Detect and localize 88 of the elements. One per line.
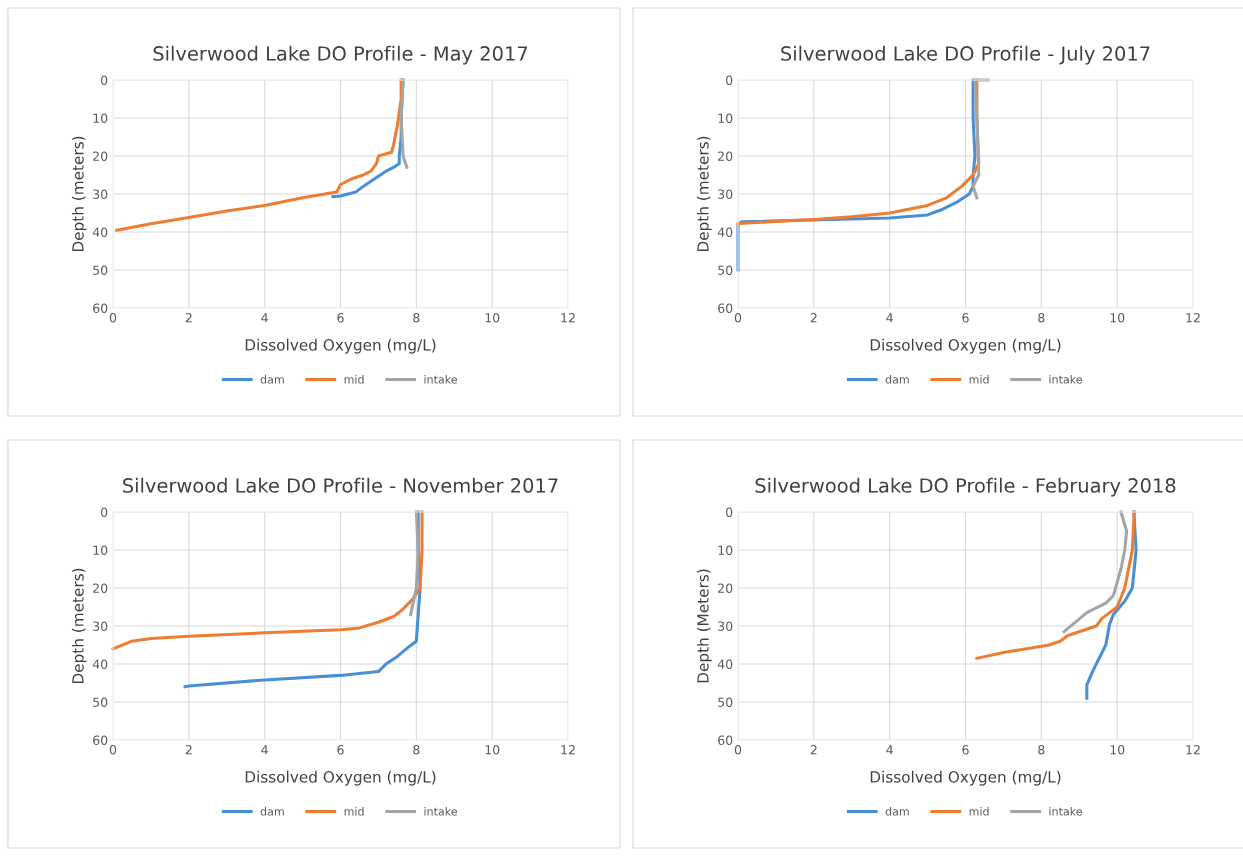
y-tick-label: 60 [93, 303, 108, 313]
x-tick-label: 6 [337, 313, 344, 323]
y-tick-label: 0 [101, 75, 108, 85]
chart-title: Silverwood Lake DO Profile - July 2017 [781, 45, 1150, 65]
x-tick-label: 8 [413, 313, 420, 323]
y-tick-label: 40 [717, 227, 733, 237]
y-tick-label: 20 [718, 151, 733, 161]
chart-title: Silverwood Lake DO Profile - February 2018 [755, 477, 1176, 497]
y-tick-label: 30 [93, 189, 108, 199]
line-series [971, 78, 990, 200]
y-tick-label: 60 [93, 735, 108, 745]
y-tick-label: 0 [726, 507, 733, 517]
x-tick-label: 6 [962, 313, 969, 323]
x-tick-label: 10 [1110, 313, 1125, 323]
y-axis-title: Depth (meters) [696, 136, 712, 252]
x-tick-label: 10 [1110, 745, 1125, 755]
y-tick-label: 30 [718, 189, 733, 199]
x-tick-label: 0 [109, 745, 117, 755]
line-series [1085, 510, 1138, 700]
line-series [409, 510, 420, 617]
legend-label: mid [344, 375, 364, 384]
y-tick-label: 40 [717, 659, 733, 669]
line-series [111, 510, 424, 651]
y-tick-label: 50 [718, 697, 733, 707]
x-tick-label: 4 [261, 745, 268, 755]
y-tick-label: 10 [93, 113, 108, 123]
y-tick-label: 10 [718, 545, 733, 555]
x-tick-label: 2 [185, 745, 192, 755]
y-tick-label: 50 [718, 265, 733, 275]
legend-label: dam [260, 807, 284, 816]
chart-title: Silverwood Lake DO Profile - November 2017 [123, 477, 558, 493]
line-series [115, 78, 403, 232]
y-tick-label: 0 [101, 507, 108, 517]
legend-label: intake [1049, 807, 1083, 816]
x-tick-label: 0 [734, 745, 742, 755]
y-tick-label: 60 [718, 735, 733, 745]
y-axis-title: Depth (meters) [71, 568, 87, 684]
chart-title: Silverwood Lake DO Profile - May 2017 [153, 45, 528, 65]
y-tick-label: 20 [93, 151, 108, 161]
x-axis-title: Dissolved Oxygen (mg/L) [870, 770, 1061, 786]
x-tick-label: 4 [886, 745, 893, 755]
x-tick-label: 2 [810, 313, 817, 323]
x-tick-label: 0 [734, 313, 742, 323]
legend-label: dam [885, 807, 909, 816]
x-axis-title: Dissolved Oxygen (mg/L) [245, 338, 436, 354]
line-series [399, 78, 409, 169]
y-tick-label: 30 [718, 621, 733, 631]
x-tick-label: 2 [185, 313, 192, 323]
x-tick-label: 6 [962, 745, 969, 755]
x-tick-label: 4 [261, 313, 268, 323]
y-tick-label: 50 [93, 697, 108, 707]
legend-label: mid [969, 375, 989, 384]
x-tick-label: 8 [1038, 313, 1045, 323]
legend-label: intake [424, 375, 458, 384]
x-tick-label: 12 [1186, 745, 1200, 755]
x-tick-label: 10 [485, 313, 500, 323]
x-tick-label: 12 [1186, 313, 1200, 323]
line-series [975, 510, 1136, 660]
y-axis-title: Depth (meters) [71, 136, 87, 252]
legend-label: mid [969, 807, 989, 816]
x-tick-label: 0 [109, 313, 117, 323]
y-tick-label: 60 [718, 303, 733, 313]
y-tick-label: 20 [93, 583, 108, 593]
y-tick-label: 10 [718, 113, 733, 123]
line-series [1062, 510, 1129, 634]
legend-label: intake [424, 807, 458, 816]
x-axis-title: Dissolved Oxygen (mg/L) [870, 338, 1061, 354]
x-axis-title: Dissolved Oxygen (mg/L) [245, 770, 436, 786]
legend-label: mid [344, 807, 364, 816]
legend-label: dam [260, 375, 284, 384]
y-tick-label: 40 [92, 659, 108, 669]
y-tick-label: 50 [93, 265, 108, 275]
y-tick-label: 20 [718, 583, 733, 593]
x-tick-label: 6 [337, 745, 344, 755]
y-tick-label: 0 [726, 75, 733, 85]
x-tick-label: 8 [413, 745, 420, 755]
x-tick-label: 10 [485, 745, 500, 755]
x-tick-label: 2 [810, 745, 817, 755]
x-tick-label: 8 [1038, 745, 1045, 755]
x-tick-label: 4 [886, 313, 893, 323]
y-axis-title: Depth (Meters) [696, 569, 712, 683]
y-tick-label: 10 [93, 545, 108, 555]
y-tick-label: 40 [92, 227, 108, 237]
x-tick-label: 12 [561, 313, 575, 323]
legend-label: intake [1049, 375, 1083, 384]
y-tick-label: 30 [93, 621, 108, 631]
x-tick-label: 12 [561, 745, 575, 755]
legend-label: dam [885, 375, 909, 384]
